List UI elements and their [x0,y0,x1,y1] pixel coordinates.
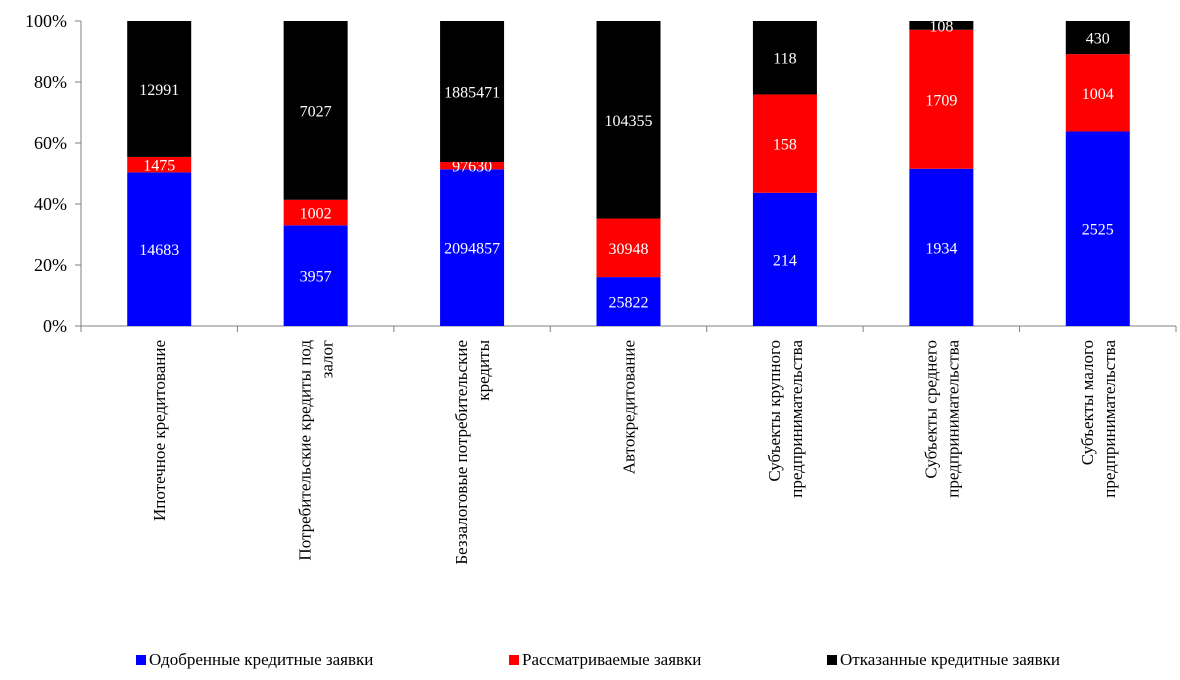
bar-segment-2 [127,156,192,173]
category-label-line: Ипотечное кредитование [150,340,169,521]
legend-swatch [136,655,146,665]
category-label-line: Субъекты среднего [921,340,940,479]
data-label: 2094857 [444,241,500,258]
legend-swatch [509,655,519,665]
data-label: 214 [773,252,797,269]
bar-segment-2 [283,199,348,226]
category-label: Беззалоговые потребительские кредиты [452,339,493,564]
data-label: 1885471 [444,85,500,102]
bar-segment-2 [1065,54,1130,132]
category-label: Потребительские кредиты под залог [296,340,337,561]
data-label: 12991 [139,82,179,99]
data-label: 25822 [609,295,649,312]
category-label-line: предпринимательства [1100,340,1119,498]
y-tick-label: 100% [25,11,67,31]
category-label-line: Беззалоговые потребительские [452,340,471,565]
category-label: Автокредитование [620,340,639,474]
legend-swatch [827,655,837,665]
data-label: 104355 [605,113,653,130]
data-label: 1709 [925,92,957,109]
bar-segment-3 [283,21,348,200]
bar-segment-2 [440,162,505,170]
data-label: 3957 [300,269,332,286]
data-label: 1475 [143,158,175,175]
bar-segment-2 [752,94,817,193]
legend-label: Одобренные кредитные заявки [149,650,373,669]
data-label: 2525 [1082,222,1114,239]
legend-label: Рассматриваемые заявки [522,650,701,669]
category-label-line: предпринимательства [943,340,962,498]
y-tick-label: 20% [34,255,67,275]
data-label: 430 [1086,31,1110,48]
data-label: 1934 [925,240,957,257]
bar-segment-1 [596,277,661,326]
bar-segment-1 [752,192,817,326]
category-label: Субъекты малого предпринимательства [1078,340,1119,498]
data-label: 158 [773,137,797,154]
bar-segment-3 [752,21,817,95]
category-label-line: кредиты [474,339,493,400]
y-tick-label: 0% [43,316,67,336]
category-label-line: предпринимательства [787,340,806,498]
category-label: Субъекты крупного предпринимательства [765,340,806,498]
category-label-line: Субъекты крупного [765,340,784,482]
data-label: 97630 [452,159,492,176]
data-label: 14683 [139,242,179,259]
bar-segment-1 [1065,131,1130,326]
category-label-line: Субъекты малого [1078,340,1097,465]
data-label: 1002 [300,206,332,223]
bar-segment-1 [283,225,348,326]
bar-segment-3 [127,21,192,157]
y-tick-label: 80% [34,72,67,92]
category-label-line: Потребительские кредиты под [296,340,315,561]
data-label: 118 [773,51,796,68]
data-label: 7027 [300,103,332,120]
bar-segment-3 [1065,21,1130,55]
legend-label: Отказанные кредитные заявки [840,650,1060,669]
bar-segment-3 [596,21,661,219]
bar-segment-3 [440,21,505,163]
data-label: 30948 [609,241,649,258]
category-label: Субъекты среднего предпринимательства [921,340,962,498]
bar-segment-1 [440,169,505,326]
category-label: Ипотечное кредитование [150,340,169,521]
data-label: 108 [929,18,953,35]
y-tick-label: 40% [34,194,67,214]
bar-segment-1 [909,168,974,326]
data-label: 1004 [1082,86,1114,103]
bar-segment-1 [127,172,192,326]
category-label-line: залог [318,340,337,378]
bar-segment-3 [909,21,974,30]
bar-segment-2 [596,218,661,278]
bar-segment-2 [909,29,974,169]
category-label-line: Автокредитование [620,340,639,474]
y-tick-label: 60% [34,133,67,153]
